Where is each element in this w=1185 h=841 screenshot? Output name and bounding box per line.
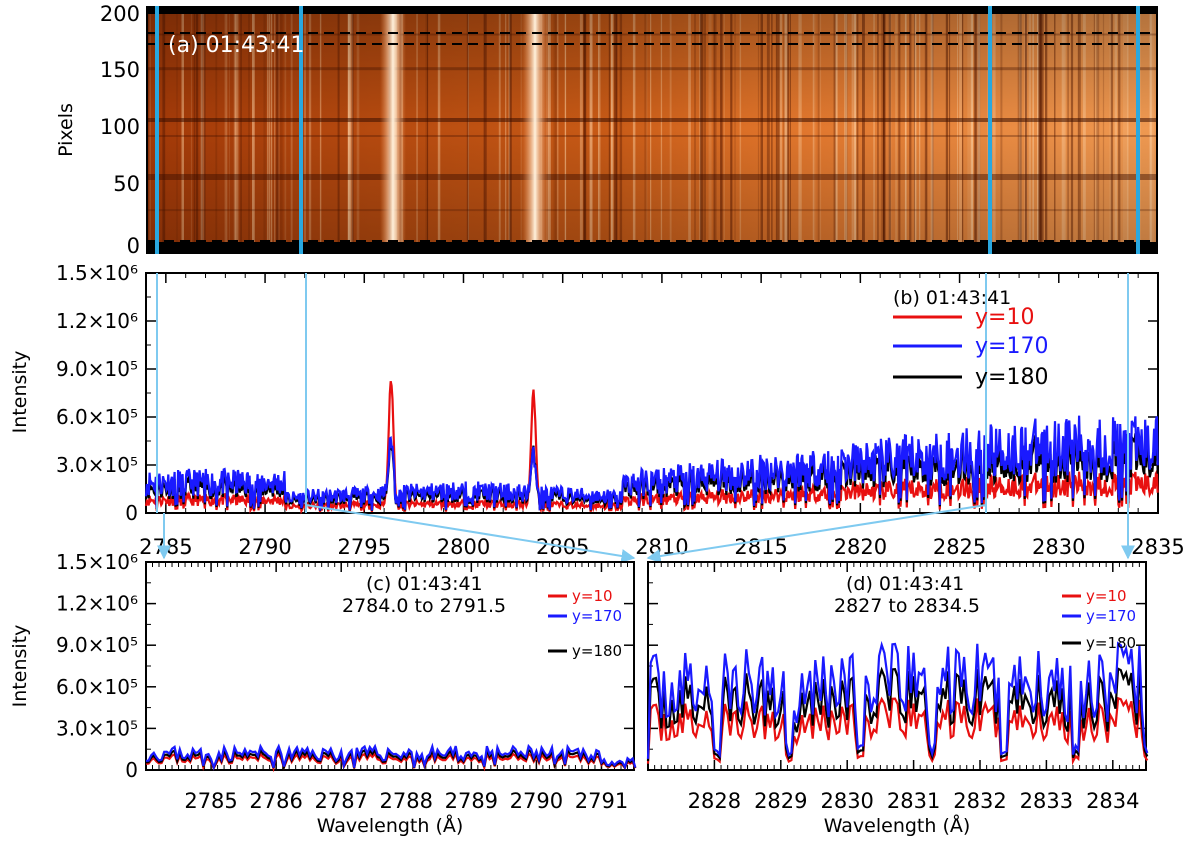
b-xtick-label: 2785 <box>139 535 192 559</box>
a-ytick-200: 200 <box>100 2 140 26</box>
b-xtick-label: 2790 <box>238 535 291 559</box>
c-legend-y180: y=180 <box>572 642 622 660</box>
c-legend-y170: y=170 <box>572 607 622 625</box>
panel-d: 2828 2829 2830 2831 2832 2833 2834 (d) 01:43:4… <box>646 561 1149 837</box>
d-series <box>646 640 1149 766</box>
d-xtick-label: 2828 <box>688 789 741 813</box>
d-legend-y10: y=10 <box>1086 587 1127 605</box>
c-xtick-label: 2785 <box>184 789 237 813</box>
d-xtick-label: 2831 <box>887 789 940 813</box>
b-ytick-label: 3.0×10⁵ <box>56 453 138 477</box>
a-ylabel: Pixels <box>55 103 77 157</box>
heatmap-dark-row <box>148 33 1156 36</box>
c-legend-y10: y=10 <box>572 587 613 605</box>
mg-h-line-emission <box>522 14 548 242</box>
heatmap-dark-rows <box>148 33 1156 212</box>
heatmap-dark-row <box>148 174 1156 180</box>
a-ytick-100: 100 <box>100 115 140 139</box>
b-xtick-label: 2825 <box>933 535 986 559</box>
b-ylabel: Intensity <box>9 351 31 434</box>
panel-a-label: (a) 01:43:41 <box>168 33 304 58</box>
b-legend-y10: y=10 <box>975 305 1034 330</box>
heatmap-dark-row <box>148 118 1156 122</box>
b-xtick-label: 2820 <box>834 535 887 559</box>
arrow-d-left <box>646 504 987 563</box>
panel-c-range: 2784.0 to 2791.5 <box>342 595 506 617</box>
d-xtick-label: 2832 <box>953 789 1006 813</box>
c-ytick-labels: 0 3.0×10⁵ 6.0×10⁵ 9.0×10⁵ 1.2×10⁶ 1.5×10⁶ <box>56 550 138 782</box>
c-ylabel: Intensity <box>9 625 31 708</box>
b-legend-y170: y=170 <box>975 334 1048 359</box>
c-xlabel: Wavelength (Å) <box>317 814 464 837</box>
c-ytick-label: 6.0×10⁵ <box>56 675 138 699</box>
b-xtick-label: 2800 <box>437 535 490 559</box>
b-series-y170 <box>144 415 1159 511</box>
panel-c-label: (c) 01:43:41 <box>366 573 483 595</box>
c-xtick-label: 2789 <box>445 789 498 813</box>
d-xtick-labels: 2828 2829 2830 2831 2832 2833 2834 <box>688 789 1140 813</box>
d-xtick-label: 2829 <box>754 789 807 813</box>
panel-a: (a) 01:43:41 200 150 100 50 0 Pixels <box>55 2 1158 258</box>
c-xtick-label: 2791 <box>575 789 628 813</box>
heatmap-dark-row <box>148 209 1156 212</box>
arrow-c-right <box>305 504 636 563</box>
zoom-arrows <box>157 504 1135 563</box>
b-ytick-label: 1.2×10⁶ <box>56 309 138 333</box>
d-xlabel: Wavelength (Å) <box>824 814 971 837</box>
b-ytick-label: 9.0×10⁵ <box>56 357 138 381</box>
d-legend-y170: y=170 <box>1086 607 1136 625</box>
panel-b-label: (b) 01:43:41 <box>893 287 1011 309</box>
panel-d-range: 2827 to 2834.5 <box>834 595 980 617</box>
a-ytick-150: 150 <box>100 58 140 82</box>
c-xtick-labels: 2785 2786 2787 2788 2789 2790 2791 <box>184 789 628 813</box>
d-xtick-label: 2830 <box>820 789 873 813</box>
c-ytick-label: 3.0×10⁵ <box>56 716 138 740</box>
d-series-y170 <box>646 640 1149 759</box>
d-legend-y180: y=180 <box>1086 634 1136 652</box>
b-xtick-label: 2835 <box>1131 535 1184 559</box>
b-ytick-label: 6.0×10⁵ <box>56 405 138 429</box>
heatmap-dark-row <box>148 135 1156 137</box>
c-xtick-label: 2788 <box>380 789 433 813</box>
b-ytick-label: 0 <box>125 501 138 525</box>
c-ytick-label: 1.5×10⁶ <box>56 550 138 574</box>
panel-b: 0 3.0×10⁵ 6.0×10⁵ 9.0×10⁵ 1.2×10⁶ 1.5×10⁶ 278… <box>9 261 1185 559</box>
c-xtick-label: 2787 <box>314 789 367 813</box>
b-xtick-label: 2795 <box>338 535 391 559</box>
b-xtick-label: 2815 <box>734 535 787 559</box>
b-legend-y180: y=180 <box>975 365 1048 390</box>
c-ticks <box>145 561 635 771</box>
c-series <box>145 742 637 773</box>
panel-c: 0 3.0×10⁵ 6.0×10⁵ 9.0×10⁵ 1.2×10⁶ 1.5×10⁶ 278… <box>9 550 637 837</box>
d-series-y10 <box>646 696 1149 766</box>
b-ytick-label: 1.5×10⁶ <box>56 261 138 285</box>
c-ytick-label: 1.2×10⁶ <box>56 592 138 616</box>
heatmap-dark-row <box>148 67 1156 71</box>
c-xtick-label: 2786 <box>249 789 302 813</box>
b-xtick-label: 2830 <box>1032 535 1085 559</box>
c-ytick-label: 0 <box>125 758 138 782</box>
a-ytick-50: 50 <box>113 172 140 196</box>
c-series-y170 <box>145 742 637 771</box>
b-ytick-labels: 0 3.0×10⁵ 6.0×10⁵ 9.0×10⁵ 1.2×10⁶ 1.5×10⁶ <box>56 261 138 525</box>
d-xtick-label: 2834 <box>1086 789 1139 813</box>
d-xtick-label: 2833 <box>1020 789 1073 813</box>
mg-k-line-emission <box>380 14 406 242</box>
c-ytick-label: 9.0×10⁵ <box>56 633 138 657</box>
a-ytick-0: 0 <box>127 234 140 258</box>
c-xtick-label: 2790 <box>510 789 563 813</box>
panel-d-label: (d) 01:43:41 <box>846 573 964 595</box>
